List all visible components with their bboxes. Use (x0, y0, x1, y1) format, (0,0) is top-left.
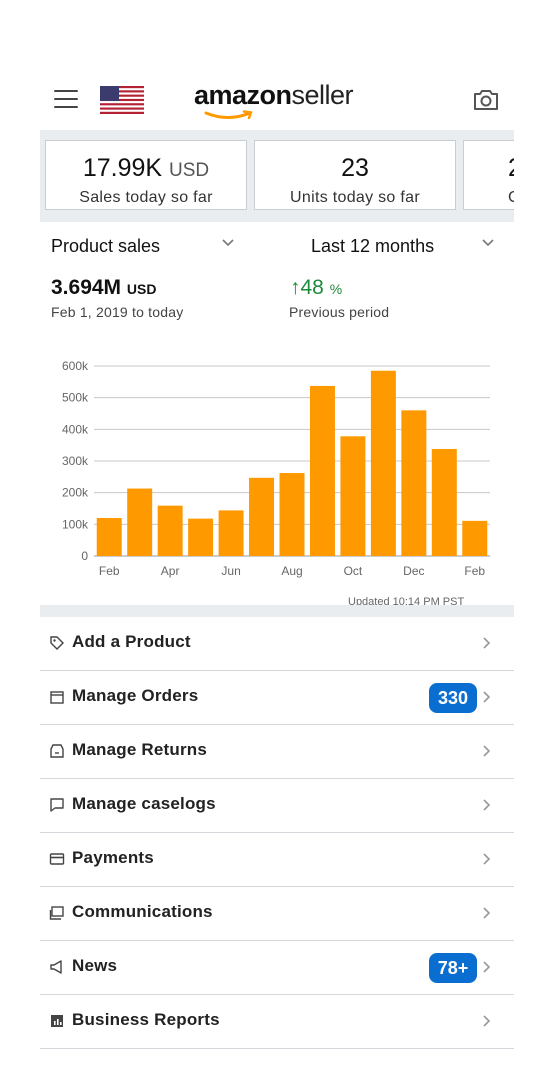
return-box-icon (50, 744, 64, 758)
megaphone-icon (50, 960, 62, 974)
x-tick-label: Feb (464, 564, 485, 578)
kpi-units-label: Units today so far (290, 189, 420, 206)
menu-item-add-product[interactable]: Add a Product (40, 617, 514, 671)
bar-dec[interactable] (401, 410, 427, 556)
period-dropdown[interactable]: Last 12 months (311, 236, 435, 256)
kpi-sales-value: 17.99K USD (46, 154, 246, 183)
bar-feb[interactable] (462, 520, 488, 556)
app-header: amazonseller (40, 68, 514, 128)
bar-apr[interactable] (157, 505, 183, 556)
y-tick-label: 0 (81, 549, 88, 563)
bar-nov[interactable] (370, 370, 396, 556)
y-tick-label: 200k (62, 486, 89, 500)
menu-item-manage-caselogs[interactable]: Manage caselogs (40, 779, 514, 833)
mail-icon (49, 906, 64, 920)
chevron-down-icon[interactable] (481, 238, 495, 248)
chevron-right-icon (483, 907, 491, 919)
bar-sep[interactable] (309, 385, 335, 556)
bar-aug[interactable] (279, 473, 305, 556)
total-sales-value: 3.694M USD (51, 276, 156, 300)
y-tick-label: 400k (62, 422, 89, 436)
growth-unit: % (329, 281, 343, 297)
navigation-menu: Add a Product Manage Orders 330 Manage R… (40, 617, 514, 1049)
y-tick-label: 500k (62, 391, 89, 405)
bar-jan[interactable] (431, 448, 457, 556)
bar-mar[interactable] (127, 488, 153, 556)
kpi-units-value: 23 (341, 154, 369, 182)
menu-item-manage-orders[interactable]: Manage Orders 330 (40, 671, 514, 725)
chevron-right-icon (483, 691, 491, 703)
x-tick-label: Oct (344, 564, 363, 578)
us-flag-icon[interactable] (100, 86, 144, 114)
growth-value: ↑48 % (290, 276, 342, 300)
menu-item-news[interactable]: News 78+ (40, 941, 514, 995)
y-tick-label: 300k (62, 454, 89, 468)
x-tick-label: Jun (221, 564, 240, 578)
kpi-sales-unit: USD (169, 160, 210, 181)
menu-item-label: Manage caselogs (72, 794, 216, 813)
menu-item-label: Manage Orders (72, 686, 199, 705)
x-tick-label: Dec (403, 564, 424, 578)
menu-item-payments[interactable]: Payments (40, 833, 514, 887)
bar-feb[interactable] (96, 518, 122, 556)
menu-item-label: Manage Returns (72, 740, 208, 759)
app-screen: amazonseller 17.99K USD Sales today so f… (40, 68, 514, 1068)
menu-item-manage-returns[interactable]: Manage Returns (40, 725, 514, 779)
x-tick-label: Feb (99, 564, 120, 578)
x-tick-label: Apr (161, 564, 180, 578)
date-range-label: Feb 1, 2019 to today (51, 304, 184, 320)
orders-count-badge: 330 (429, 683, 477, 713)
total-sales-unit: USD (126, 281, 157, 297)
menu-item-communications[interactable]: Communications (40, 887, 514, 941)
y-tick-label: 100k (62, 517, 89, 531)
kpi-sales-label: Sales today so far (79, 189, 213, 206)
menu-item-label: Add a Product (72, 632, 191, 651)
chevron-right-icon (483, 1015, 491, 1027)
growth-number: 48 (300, 276, 324, 299)
kpi-card-partial[interactable]: 2 C (463, 140, 514, 210)
tag-icon (50, 636, 64, 650)
bar-may[interactable] (188, 518, 214, 556)
smile-arrow-icon (204, 110, 253, 120)
y-tick-label: 600k (62, 359, 89, 373)
section-divider (40, 605, 514, 617)
menu-item-label: Communications (72, 902, 213, 921)
kpi-card-sales[interactable]: 17.99K USD Sales today so far (45, 140, 247, 210)
amazon-seller-logo: amazonseller (194, 80, 354, 120)
logo-amazon-text: amazon (194, 80, 292, 110)
hamburger-menu-icon[interactable] (54, 90, 78, 108)
camera-icon[interactable] (472, 88, 500, 112)
total-sales-number: 3.694M (51, 276, 122, 299)
chevron-down-icon[interactable] (221, 238, 235, 248)
chevron-right-icon (483, 745, 491, 757)
previous-period-label: Previous period (289, 304, 390, 320)
chevron-right-icon (483, 961, 491, 973)
logo-seller-text: seller (291, 80, 354, 110)
kpi-partial-value: 2 (508, 154, 514, 183)
message-icon (50, 798, 64, 812)
kpi-strip: 17.99K USD Sales today so far 23 Units t… (40, 130, 514, 222)
news-count-badge: 78+ (429, 953, 477, 983)
chevron-right-icon (483, 637, 491, 649)
menu-item-business-reports[interactable]: Business Reports (40, 995, 514, 1049)
kpi-partial-label: C (508, 189, 514, 207)
box-icon (50, 691, 64, 704)
kpi-sales-number: 17.99K (82, 154, 163, 182)
x-tick-label: Aug (281, 564, 302, 578)
chevron-right-icon (483, 853, 491, 865)
chevron-right-icon (483, 799, 491, 811)
card-icon (49, 853, 65, 865)
bar-jul[interactable] (249, 477, 275, 556)
menu-item-label: Payments (72, 848, 154, 867)
bar-jun[interactable] (218, 510, 244, 556)
metric-dropdown[interactable]: Product sales (51, 236, 161, 256)
up-arrow-icon: ↑ (290, 276, 301, 299)
bar-oct[interactable] (340, 436, 366, 556)
sales-bar-chart: 0 100k 200k 300k 400k 500k 600k Feb Apr Jun Aug Oct… (62, 359, 490, 578)
report-icon (51, 1015, 63, 1027)
menu-item-label: Business Reports (72, 1010, 220, 1029)
menu-item-label: News (72, 956, 118, 975)
kpi-card-units[interactable]: 23 Units today so far (254, 140, 456, 210)
